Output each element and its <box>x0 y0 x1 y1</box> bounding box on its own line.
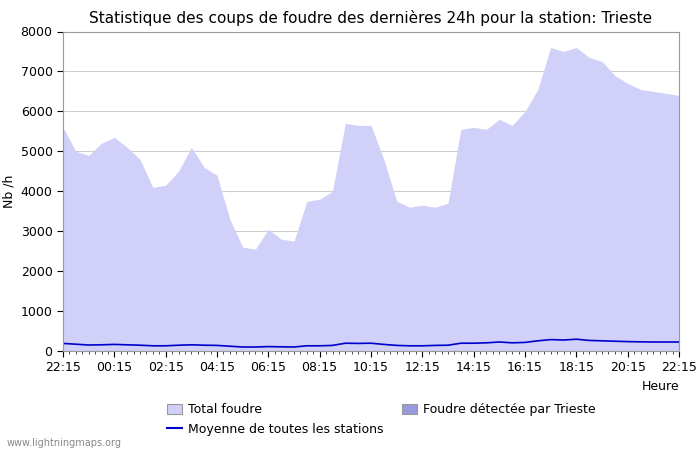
Title: Statistique des coups de foudre des dernières 24h pour la station: Trieste: Statistique des coups de foudre des dern… <box>90 10 652 26</box>
Text: Heure: Heure <box>641 380 679 393</box>
Text: www.lightningmaps.org: www.lightningmaps.org <box>7 438 122 448</box>
Legend: Total foudre, Moyenne de toutes les stations, Foudre détectée par Trieste: Total foudre, Moyenne de toutes les stat… <box>162 398 601 441</box>
Y-axis label: Nb /h: Nb /h <box>2 175 15 208</box>
